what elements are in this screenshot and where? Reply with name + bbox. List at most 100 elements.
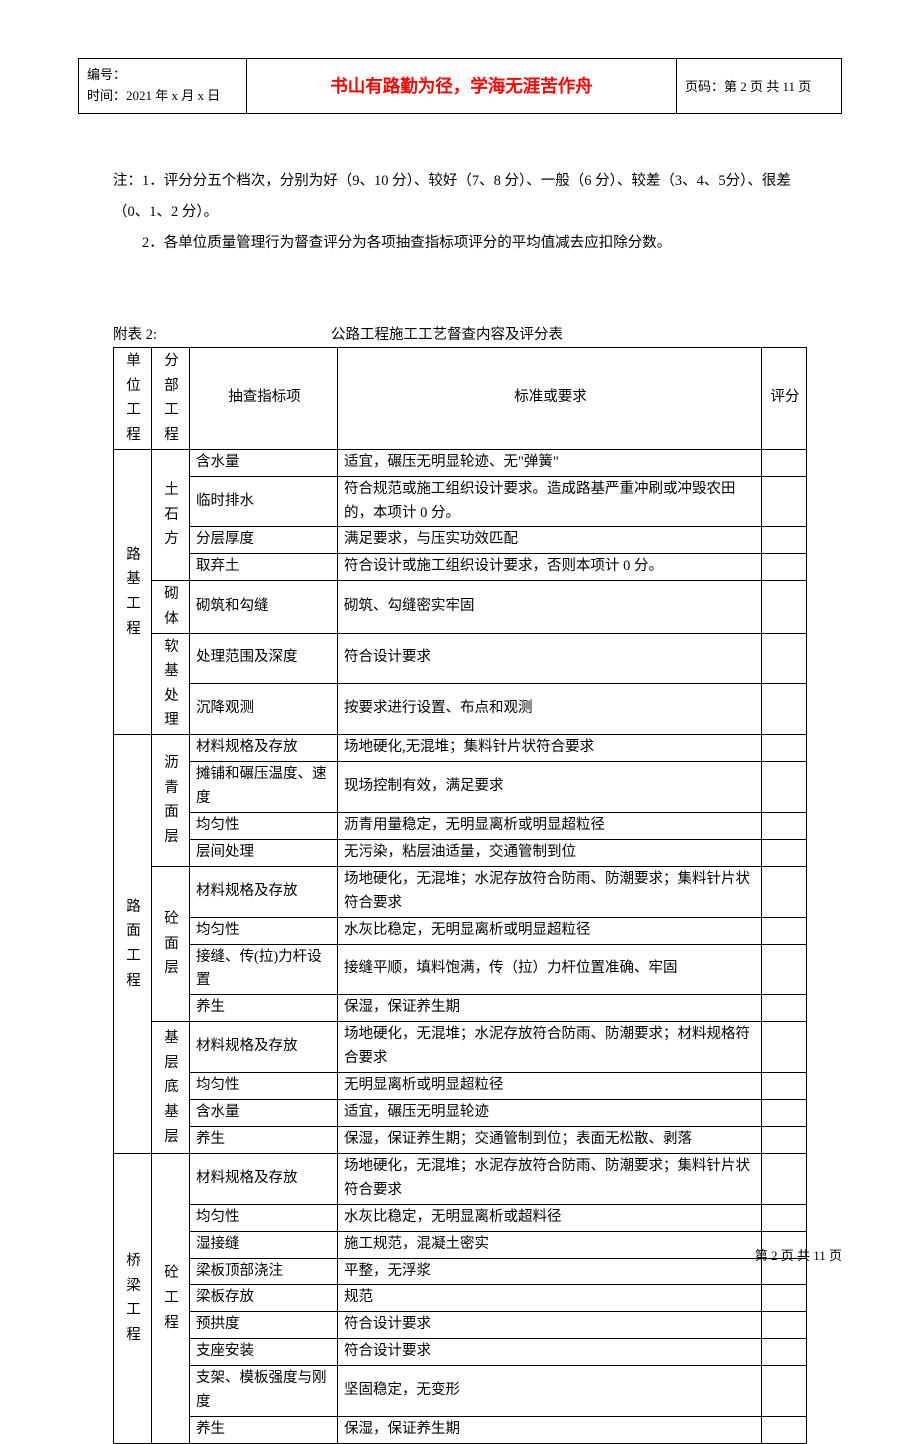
score-cell <box>762 812 807 839</box>
standard-cell: 水灰比稳定，无明显离析或超料径 <box>338 1204 762 1231</box>
indicator-cell: 均匀性 <box>190 812 338 839</box>
score-cell <box>762 633 807 684</box>
table-row: 接缝、传(拉)力杆设置接缝平顺，填料饱满，传（拉）力杆位置准确、牢固 <box>114 944 807 995</box>
indicator-cell: 养生 <box>190 995 338 1022</box>
table-head: 单位工程 分部工程 抽查指标项 标准或要求 评分 <box>114 348 807 450</box>
col-header-unit: 单位工程 <box>114 348 152 450</box>
table-row: 分层厚度满足要求，与压实功效匹配 <box>114 527 807 554</box>
col-header-indicator: 抽查指标项 <box>190 348 338 450</box>
indicator-cell: 摊铺和碾压温度、速度 <box>190 762 338 813</box>
score-cell <box>762 476 807 527</box>
indicator-cell: 材料规格及存放 <box>190 866 338 917</box>
table-row: 基层底基层材料规格及存放场地硬化，无混堆；水泥存放符合防雨、防潮要求；材料规格符… <box>114 1022 807 1073</box>
standard-cell: 施工规范，混凝土密实 <box>338 1231 762 1258</box>
score-cell <box>762 1204 807 1231</box>
score-cell <box>762 1417 807 1444</box>
indicator-cell: 材料规格及存放 <box>190 1153 338 1204</box>
col-header-sub: 分部工程 <box>152 348 190 450</box>
table-row: 层间处理无污染，粘层油适量，交通管制到位 <box>114 839 807 866</box>
indicator-cell: 接缝、传(拉)力杆设置 <box>190 944 338 995</box>
indicator-cell: 处理范围及深度 <box>190 633 338 684</box>
standard-cell: 场地硬化,无混堆；集料针片状符合要求 <box>338 735 762 762</box>
standard-cell: 符合设计要求 <box>338 1312 762 1339</box>
table-body: 路基工程土石方含水量适宜，碾压无明显轮迹、无"弹簧"临时排水符合规范或施工组织设… <box>114 449 807 1443</box>
score-cell <box>762 1285 807 1312</box>
header-box: 编号： 时间：2021 年 x 月 x 日 书山有路勤为径，学海无涯苦作舟 页码… <box>78 58 842 114</box>
indicator-cell: 均匀性 <box>190 1073 338 1100</box>
table-row: 均匀性沥青用量稳定，无明显离析或明显超粒径 <box>114 812 807 839</box>
table-title: 公路工程施工工艺督查内容及评分表 <box>331 323 807 344</box>
page-footer: 第 2 页 共 11 页 <box>755 1245 842 1264</box>
sub-cell: 土石方 <box>152 449 190 581</box>
table-row: 养生保湿，保证养生期；交通管制到位；表面无松散、剥落 <box>114 1126 807 1153</box>
table-row: 路基工程土石方含水量适宜，碾压无明显轮迹、无"弹簧" <box>114 449 807 476</box>
table-row: 均匀性无明显离析或明显超粒径 <box>114 1073 807 1100</box>
indicator-cell: 支架、模板强度与刚度 <box>190 1366 338 1417</box>
score-cell <box>762 554 807 581</box>
score-cell <box>762 1022 807 1073</box>
standard-cell: 符合设计或施工组织设计要求，否则本项计 0 分。 <box>338 554 762 581</box>
table-row: 桥梁工程砼工程材料规格及存放场地硬化，无混堆；水泥存放符合防雨、防潮要求；集料针… <box>114 1153 807 1204</box>
sub-cell: 砌体 <box>152 581 190 633</box>
table-row: 临时排水符合规范或施工组织设计要求。造成路基严重冲刷或冲毁农田的，本项计 0 分… <box>114 476 807 527</box>
score-cell <box>762 1153 807 1204</box>
table-header-row: 单位工程 分部工程 抽查指标项 标准或要求 评分 <box>114 348 807 450</box>
table-row: 沉降观测按要求进行设置、布点和观测 <box>114 684 807 735</box>
note-line-2: 2．各单位质量管理行为督查评分为各项抽查指标项评分的平均值减去应扣除分数。 <box>113 228 807 259</box>
header-motto: 书山有路勤为径，学海无涯苦作舟 <box>247 59 677 113</box>
indicator-cell: 养生 <box>190 1126 338 1153</box>
score-cell <box>762 839 807 866</box>
sub-cell: 基层底基层 <box>152 1022 190 1154</box>
header-page-label: 页码：第 2 页 共 11 页 <box>677 59 841 113</box>
standard-cell: 平整，无浮浆 <box>338 1258 762 1285</box>
standard-cell: 适宜，碾压无明显轮迹 <box>338 1100 762 1127</box>
score-cell <box>762 527 807 554</box>
score-cell <box>762 735 807 762</box>
table-row: 支座安装符合设计要求 <box>114 1339 807 1366</box>
indicator-cell: 材料规格及存放 <box>190 1022 338 1073</box>
table-row: 预拱度符合设计要求 <box>114 1312 807 1339</box>
col-header-score: 评分 <box>762 348 807 450</box>
unit-cell: 路基工程 <box>114 449 152 734</box>
standard-cell: 保湿，保证养生期 <box>338 1417 762 1444</box>
score-cell <box>762 449 807 476</box>
standard-cell: 满足要求，与压实功效匹配 <box>338 527 762 554</box>
standard-cell: 现场控制有效，满足要求 <box>338 762 762 813</box>
indicator-cell: 梁板顶部浇注 <box>190 1258 338 1285</box>
table-row: 路面工程沥青面层材料规格及存放场地硬化,无混堆；集料针片状符合要求 <box>114 735 807 762</box>
score-cell <box>762 866 807 917</box>
score-cell <box>762 1366 807 1417</box>
indicator-cell: 临时排水 <box>190 476 338 527</box>
standard-cell: 无明显离析或明显超粒径 <box>338 1073 762 1100</box>
standard-cell: 砌筑、勾缝密实牢固 <box>338 581 762 633</box>
score-cell <box>762 1100 807 1127</box>
standard-cell: 沥青用量稳定，无明显离析或明显超粒径 <box>338 812 762 839</box>
table-section: 附表 2: 公路工程施工工艺督查内容及评分表 单位工程 分部工程 抽查指标项 标… <box>78 323 842 1444</box>
indicator-cell: 砌筑和勾缝 <box>190 581 338 633</box>
standard-cell: 场地硬化，无混堆；水泥存放符合防雨、防潮要求；集料针片状符合要求 <box>338 866 762 917</box>
indicator-cell: 层间处理 <box>190 839 338 866</box>
doc-number-label: 编号： <box>87 65 238 86</box>
attachment-label: 附表 2: <box>113 323 331 344</box>
standard-cell: 规范 <box>338 1285 762 1312</box>
score-cell <box>762 581 807 633</box>
table-row: 均匀性水灰比稳定，无明显离析或超料径 <box>114 1204 807 1231</box>
page-container: 编号： 时间：2021 年 x 月 x 日 书山有路勤为径，学海无涯苦作舟 页码… <box>0 0 920 1444</box>
indicator-cell: 湿接缝 <box>190 1231 338 1258</box>
score-cell <box>762 1339 807 1366</box>
notes-section: 注：1．评分分五个档次，分别为好（9、10 分）、较好（7、8 分）、一般（6 … <box>78 166 842 260</box>
standard-cell: 适宜，碾压无明显轮迹、无"弹簧" <box>338 449 762 476</box>
standard-cell: 坚固稳定，无变形 <box>338 1366 762 1417</box>
table-row: 砌体砌筑和勾缝砌筑、勾缝密实牢固 <box>114 581 807 633</box>
table-row: 支架、模板强度与刚度坚固稳定，无变形 <box>114 1366 807 1417</box>
sub-cell: 软基处理 <box>152 633 190 735</box>
sub-cell: 砼面层 <box>152 866 190 1022</box>
indicator-cell: 含水量 <box>190 1100 338 1127</box>
note-line-1: 注：1．评分分五个档次，分别为好（9、10 分）、较好（7、8 分）、一般（6 … <box>113 166 807 228</box>
indicator-cell: 均匀性 <box>190 1204 338 1231</box>
main-table: 单位工程 分部工程 抽查指标项 标准或要求 评分 路基工程土石方含水量适宜，碾压… <box>113 347 807 1444</box>
score-cell <box>762 1073 807 1100</box>
unit-cell: 路面工程 <box>114 735 152 1154</box>
sub-cell: 砼工程 <box>152 1153 190 1443</box>
indicator-cell: 均匀性 <box>190 917 338 944</box>
